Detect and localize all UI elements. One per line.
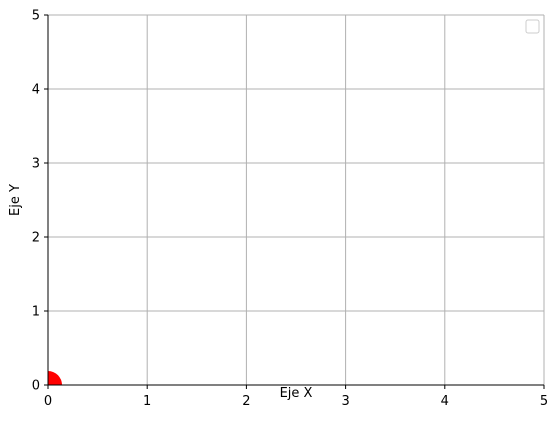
y-tick-label: 5	[32, 9, 40, 24]
x-tick-label: 0	[44, 394, 52, 409]
y-tick-label: 1	[32, 305, 40, 320]
x-axis-label: Eje X	[280, 386, 313, 401]
axis-ticks: 0 1 2 3 4 5 0 1 2 3 4 5	[32, 9, 548, 410]
y-tick-label: 4	[32, 83, 40, 98]
y-tick-label: 2	[32, 231, 40, 246]
x-tick-label: 3	[341, 394, 349, 409]
data-point	[48, 371, 62, 385]
y-tick-label: 3	[32, 157, 40, 172]
grid	[47, 14, 545, 386]
x-tick-label: 1	[143, 394, 151, 409]
x-tick-label: 4	[441, 394, 449, 409]
x-tick-label: 2	[242, 394, 250, 409]
x-tick-label: 5	[540, 394, 548, 409]
y-tick-label: 0	[32, 379, 40, 394]
axes-spines	[47, 15, 544, 386]
data-points	[48, 371, 62, 385]
legend-box	[525, 19, 540, 34]
y-axis-label: Eje Y	[8, 184, 23, 216]
